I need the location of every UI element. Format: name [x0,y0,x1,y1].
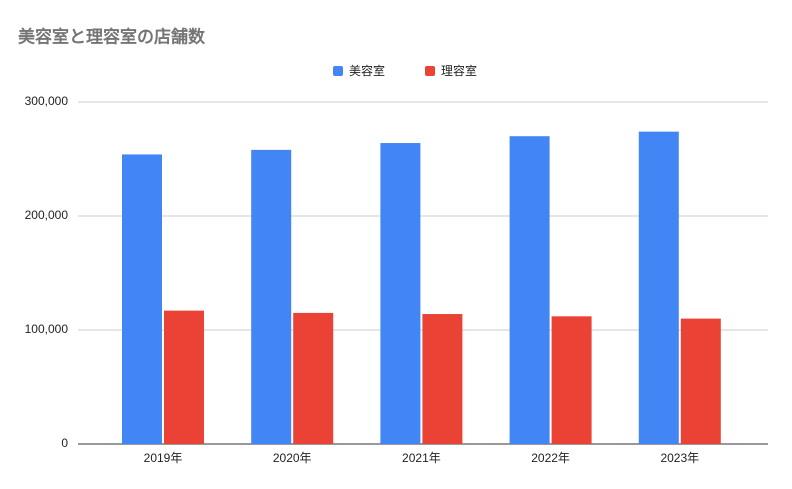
bar [680,318,721,444]
legend-label: 理容室 [441,63,477,78]
y-tick-label: 300,000 [25,94,69,108]
x-tick-label: 2021年 [402,451,441,465]
bar [251,149,292,444]
bar [551,316,592,444]
bar [422,314,463,444]
y-tick-label: 100,000 [25,322,69,336]
legend-label: 美容室 [349,63,385,78]
chart-title: 美容室と理容室の店舗数 [18,26,206,46]
bar [122,154,162,444]
bar [638,131,679,444]
x-tick-label: 2022年 [531,451,570,465]
y-tick-label: 0 [61,436,68,450]
x-tick-label: 2023年 [660,451,699,465]
x-tick-label: 2019年 [144,451,183,465]
bar [380,143,421,445]
y-tick-label: 200,000 [25,208,69,222]
legend-swatch [425,66,436,76]
x-tick-label: 2020年 [273,451,312,465]
bar [164,310,204,444]
bar [509,136,550,444]
bar [293,312,334,444]
legend-swatch [333,66,343,76]
